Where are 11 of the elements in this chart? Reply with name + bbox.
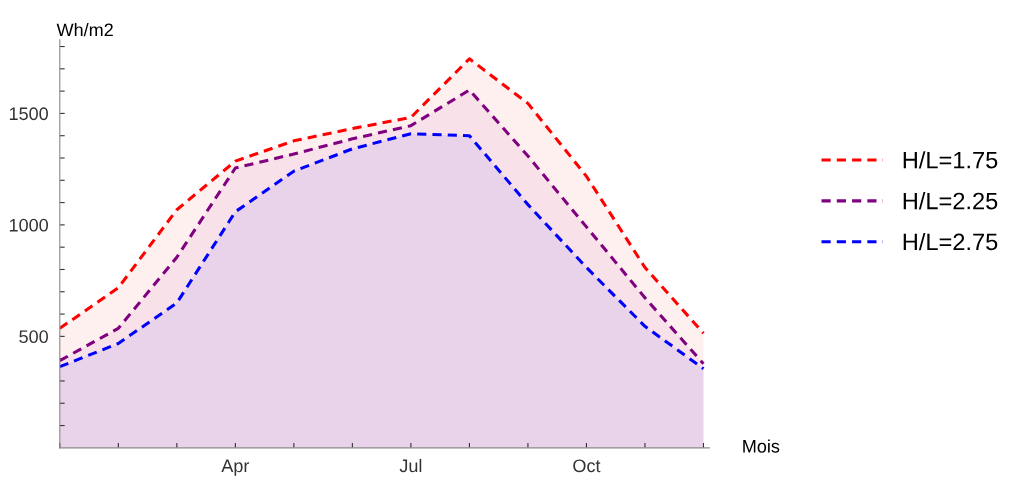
legend-label: H/L=2.75	[903, 232, 998, 251]
x-tick-label: Oct	[573, 459, 601, 473]
legend-label: H/L=1.75	[903, 151, 998, 169]
x-tick-label: Apr	[221, 459, 250, 476]
y-axis-title: Wh/m2	[56, 23, 113, 37]
x-axis-title: Mois	[743, 439, 780, 453]
y-tick-label: 1500	[9, 107, 48, 121]
y-tick-label: 1000	[9, 218, 48, 232]
legend-label: H/L=2.25	[903, 192, 998, 210]
y-tick-label: 500	[19, 330, 48, 344]
x-tick-label: Jul	[399, 458, 422, 473]
